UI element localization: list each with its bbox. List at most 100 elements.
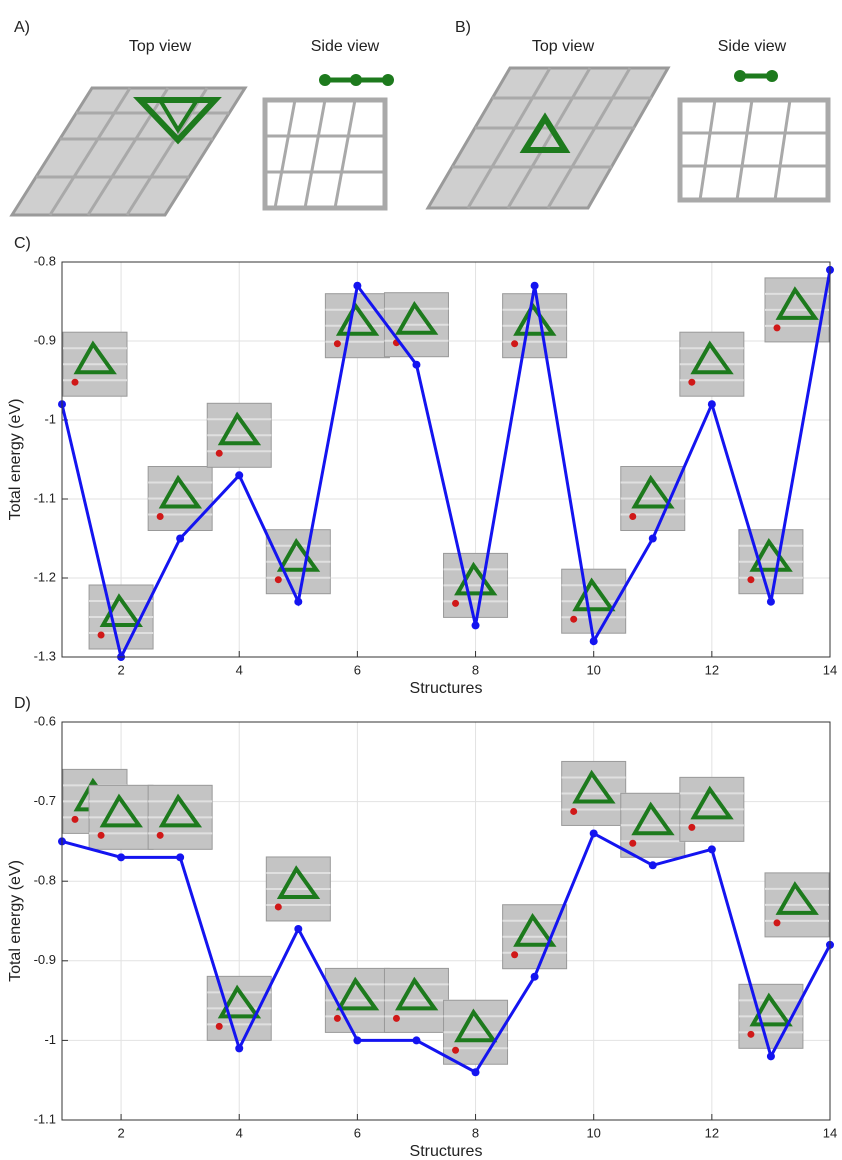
structure-inset — [739, 530, 803, 594]
data-point — [649, 535, 657, 543]
inset-molecule — [747, 1031, 754, 1038]
data-point — [708, 400, 716, 408]
structure-inset — [148, 467, 212, 531]
inset-molecule — [216, 450, 223, 457]
inset-molecule — [688, 824, 695, 831]
x-tick-label: 14 — [823, 662, 837, 677]
structure-inset — [444, 1000, 508, 1064]
data-point — [235, 471, 243, 479]
y-tick-label: -0.8 — [34, 873, 56, 888]
data-point — [117, 853, 125, 861]
inset-molecule — [275, 903, 282, 910]
inset-molecule — [747, 576, 754, 583]
inset-molecule — [629, 840, 636, 847]
inset-molecule — [98, 832, 105, 839]
structure-inset — [680, 332, 744, 396]
view-label: Side view — [311, 38, 380, 55]
y-tick-label: -0.7 — [34, 793, 56, 808]
inset-molecule — [393, 1015, 400, 1022]
inset-molecule — [157, 832, 164, 839]
x-tick-label: 12 — [705, 662, 719, 677]
data-point — [649, 861, 657, 869]
inset-molecule — [275, 576, 282, 583]
y-tick-label: -1.1 — [34, 1111, 56, 1126]
data-point — [294, 598, 302, 606]
data-point — [412, 361, 420, 369]
data-point — [590, 637, 598, 645]
structure-inset — [266, 530, 330, 594]
inset-molecule — [72, 379, 79, 386]
y-tick-label: -1 — [44, 411, 56, 426]
x-axis-label: Structures — [410, 680, 483, 697]
x-tick-label: 2 — [117, 662, 124, 677]
view-label: Top view — [532, 38, 595, 55]
inset-molecule — [98, 632, 105, 639]
structure-inset — [765, 873, 829, 937]
data-point — [531, 282, 539, 290]
data-point — [472, 621, 480, 629]
inset-molecule — [629, 513, 636, 520]
data-point — [590, 829, 598, 837]
panel-label: D) — [14, 695, 31, 712]
y-tick-label: -0.9 — [34, 332, 56, 347]
x-tick-label: 6 — [354, 662, 361, 677]
slab-side-view — [265, 74, 394, 208]
inset-molecule — [511, 340, 518, 347]
inset-molecule — [570, 808, 577, 815]
data-point — [176, 853, 184, 861]
inset-molecule — [774, 919, 781, 926]
structure-inset — [503, 294, 567, 358]
inset-molecule — [157, 513, 164, 520]
x-tick-label: 8 — [472, 1125, 479, 1140]
structure-inset — [266, 857, 330, 921]
y-tick-label: -1.3 — [34, 648, 56, 663]
structure-inset — [621, 793, 685, 857]
x-tick-label: 4 — [236, 662, 243, 677]
inset-molecule — [334, 1015, 341, 1022]
figure: A) Top view Side view B) Top view Side v… — [0, 0, 842, 1160]
structure-inset — [680, 777, 744, 841]
panel-label: B) — [455, 19, 471, 36]
structure-inset — [503, 905, 567, 969]
inset-molecule — [452, 1047, 459, 1054]
structure-inset — [384, 968, 448, 1032]
x-axis-label: Structures — [410, 1143, 483, 1160]
x-tick-label: 12 — [705, 1125, 719, 1140]
inset-molecule — [511, 951, 518, 958]
data-point — [767, 1052, 775, 1060]
structure-inset — [207, 976, 271, 1040]
view-label: Top view — [129, 38, 192, 55]
x-tick-label: 14 — [823, 1125, 837, 1140]
data-point — [412, 1036, 420, 1044]
x-tick-label: 10 — [586, 662, 600, 677]
data-point — [353, 282, 361, 290]
structure-inset — [207, 403, 271, 467]
data-point — [472, 1068, 480, 1076]
panel-label: C) — [14, 235, 31, 252]
page: {"figure": {"panels": [ {"label": "A)", … — [0, 0, 842, 1160]
y-axis-label: Total energy (eV) — [7, 860, 24, 982]
y-tick-label: -0.8 — [34, 253, 56, 268]
x-tick-label: 10 — [586, 1125, 600, 1140]
data-point — [294, 925, 302, 933]
inset-molecule — [334, 340, 341, 347]
inset-molecule — [774, 324, 781, 331]
structure-inset — [89, 785, 153, 849]
y-axis-label: Total energy (eV) — [7, 399, 24, 521]
structure-inset — [562, 761, 626, 825]
panel-label: A) — [14, 19, 30, 36]
structure-inset — [444, 553, 508, 617]
structure-inset — [63, 332, 127, 396]
y-tick-label: -0.9 — [34, 952, 56, 967]
y-tick-label: -1 — [44, 1032, 56, 1047]
structure-inset — [621, 467, 685, 531]
structure-inset — [148, 785, 212, 849]
inset-molecule — [216, 1023, 223, 1030]
x-tick-label: 6 — [354, 1125, 361, 1140]
data-point — [176, 535, 184, 543]
inset-molecule — [570, 616, 577, 623]
x-tick-label: 8 — [472, 662, 479, 677]
slab-side-view — [680, 70, 828, 200]
inset-molecule — [688, 379, 695, 386]
x-tick-label: 4 — [236, 1125, 243, 1140]
